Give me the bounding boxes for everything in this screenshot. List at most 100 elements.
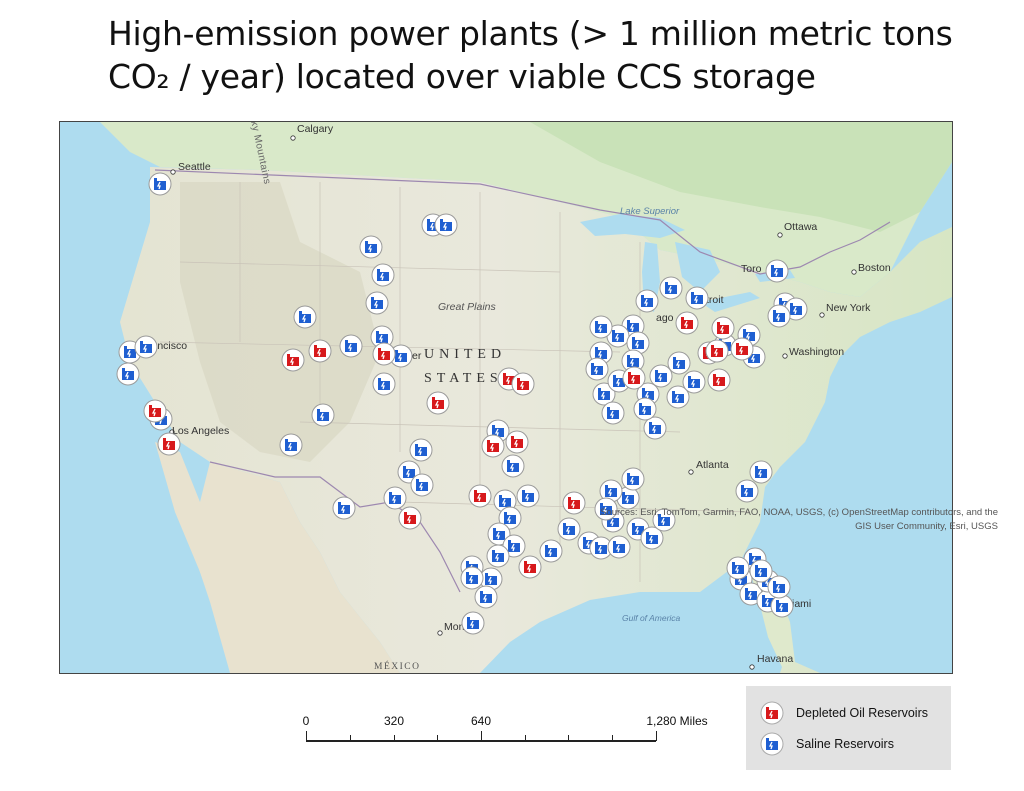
depleted-oil-plant-marker[interactable] <box>157 432 181 456</box>
scale-tick <box>437 735 438 741</box>
saline-plant-marker[interactable] <box>767 575 791 599</box>
saline-plant-marker[interactable] <box>685 286 709 310</box>
saline-plant-marker[interactable] <box>643 416 667 440</box>
saline-plant-marker[interactable] <box>592 382 616 406</box>
label-chicago: ago <box>656 312 674 324</box>
saline-plant-marker[interactable] <box>621 467 645 491</box>
depleted-oil-plant-marker[interactable] <box>622 366 646 390</box>
saline-plant-marker[interactable] <box>460 566 484 590</box>
scale-tick <box>306 731 307 741</box>
depleted-oil-plant-marker[interactable] <box>468 484 492 508</box>
saline-plant-marker[interactable] <box>293 305 317 329</box>
depleted-oil-plant-marker[interactable] <box>562 491 586 515</box>
depleted-oil-plant-marker[interactable] <box>505 430 529 454</box>
saline-plant-marker[interactable] <box>539 539 563 563</box>
saline-plant-marker[interactable] <box>434 213 458 237</box>
depleted-oil-plant-marker[interactable] <box>730 337 754 361</box>
gulf-of-america <box>480 562 782 673</box>
depleted-oil-plant-marker[interactable] <box>511 372 535 396</box>
depleted-oil-plant-marker[interactable] <box>426 391 450 415</box>
depleted-oil-plant-marker[interactable] <box>481 434 505 458</box>
city-dot-boston <box>851 269 857 275</box>
saline-plant-marker[interactable] <box>749 559 773 583</box>
depleted-oil-plant-marker[interactable] <box>308 339 332 363</box>
scale-tick <box>525 735 526 741</box>
saline-plant-marker[interactable] <box>739 582 763 606</box>
saline-plant-marker[interactable] <box>765 259 789 283</box>
city-dot-havana <box>749 664 755 670</box>
depleted-oil-plant-marker[interactable] <box>372 342 396 366</box>
depleted-oil-plant-marker[interactable] <box>281 348 305 372</box>
scale-label-320: 320 <box>383 714 405 728</box>
saline-plant-marker[interactable] <box>116 362 140 386</box>
saline-plant-marker[interactable] <box>498 506 522 530</box>
depleted-oil-plant-marker[interactable] <box>398 506 422 530</box>
depleted-oil-plant-marker[interactable] <box>675 311 699 335</box>
saline-plant-marker[interactable] <box>767 304 791 328</box>
saline-plant-marker[interactable] <box>649 364 673 388</box>
depleted-oil-plant-icon <box>760 701 784 725</box>
label-monterrey: Mon <box>444 621 465 633</box>
saline-plant-marker[interactable] <box>474 585 498 609</box>
saline-plant-marker[interactable] <box>589 315 613 339</box>
label-gulf-of-america: Gulf of America <box>622 613 681 623</box>
saline-plant-marker[interactable] <box>640 526 664 550</box>
canada-forest <box>530 122 952 232</box>
legend-label-saline: Saline Reservoirs <box>796 737 894 751</box>
saline-plant-marker[interactable] <box>594 497 618 521</box>
saline-plant-marker[interactable] <box>784 297 808 321</box>
saline-plant-marker[interactable] <box>461 611 485 635</box>
saline-plant-marker[interactable] <box>682 370 706 394</box>
saline-plant-marker[interactable] <box>359 235 383 259</box>
saline-plant-marker[interactable] <box>410 473 434 497</box>
depleted-oil-plant-marker[interactable] <box>707 368 731 392</box>
saline-plant-marker[interactable] <box>666 385 690 409</box>
saline-plant-marker[interactable] <box>635 289 659 313</box>
depleted-oil-plant-marker[interactable] <box>705 339 729 363</box>
saline-plant-marker[interactable] <box>601 401 625 425</box>
label-states: STATES <box>424 371 503 386</box>
saline-plant-marker[interactable] <box>370 325 394 349</box>
label-havana: Havana <box>757 653 793 665</box>
saline-plant-marker[interactable] <box>501 454 525 478</box>
label-miami: iami <box>792 598 811 610</box>
saline-plant-marker[interactable] <box>633 397 657 421</box>
label-lake-superior: Lake Superior <box>620 206 680 217</box>
attribution-line-1: Sources: Esri, TomTom, Garmin, FAO, NOAA… <box>600 507 998 518</box>
saline-plant-marker[interactable] <box>279 433 303 457</box>
saline-plant-marker[interactable] <box>311 403 335 427</box>
saline-plant-marker[interactable] <box>365 291 389 315</box>
saline-plant-marker[interactable] <box>770 594 794 618</box>
saline-plant-marker[interactable] <box>372 372 396 396</box>
label-detroit: troit <box>706 294 724 306</box>
saline-plant-marker[interactable] <box>735 479 759 503</box>
saline-plant-marker[interactable] <box>749 460 773 484</box>
saline-plant-marker[interactable] <box>726 556 750 580</box>
saline-plant-marker[interactable] <box>134 335 158 359</box>
saline-plant-marker[interactable] <box>659 276 683 300</box>
saline-plant-marker[interactable] <box>667 351 691 375</box>
saline-plant-marker[interactable] <box>516 484 540 508</box>
saline-plant-marker[interactable] <box>557 517 581 541</box>
city-dot-monterrey <box>437 630 443 636</box>
saline-plant-marker[interactable] <box>371 263 395 287</box>
page-title: High-emission power plants (> 1 million … <box>108 12 1008 98</box>
label-atlanta: Atlanta <box>696 459 729 471</box>
saline-plant-marker[interactable] <box>332 496 356 520</box>
saline-plant-marker[interactable] <box>486 544 510 568</box>
map-view[interactable]: Calgary Seattle cky Mountains Lake Super… <box>59 121 953 674</box>
saline-plant-marker[interactable] <box>607 535 631 559</box>
saline-plant-marker[interactable] <box>148 172 172 196</box>
label-seattle: Seattle <box>178 161 211 173</box>
saline-plant-marker[interactable] <box>585 357 609 381</box>
depleted-oil-plant-marker[interactable] <box>518 555 542 579</box>
label-san-francisco: rancisco <box>148 340 187 352</box>
saline-plant-marker[interactable] <box>652 508 676 532</box>
saline-plant-marker[interactable] <box>493 489 517 513</box>
saline-plant-marker[interactable] <box>409 438 433 462</box>
label-great-plains: Great Plains <box>438 301 497 313</box>
saline-plant-marker[interactable] <box>339 334 363 358</box>
depleted-oil-plant-marker[interactable] <box>711 316 735 340</box>
depleted-oil-plant-marker[interactable] <box>143 399 167 423</box>
saline-plant-marker[interactable] <box>383 486 407 510</box>
